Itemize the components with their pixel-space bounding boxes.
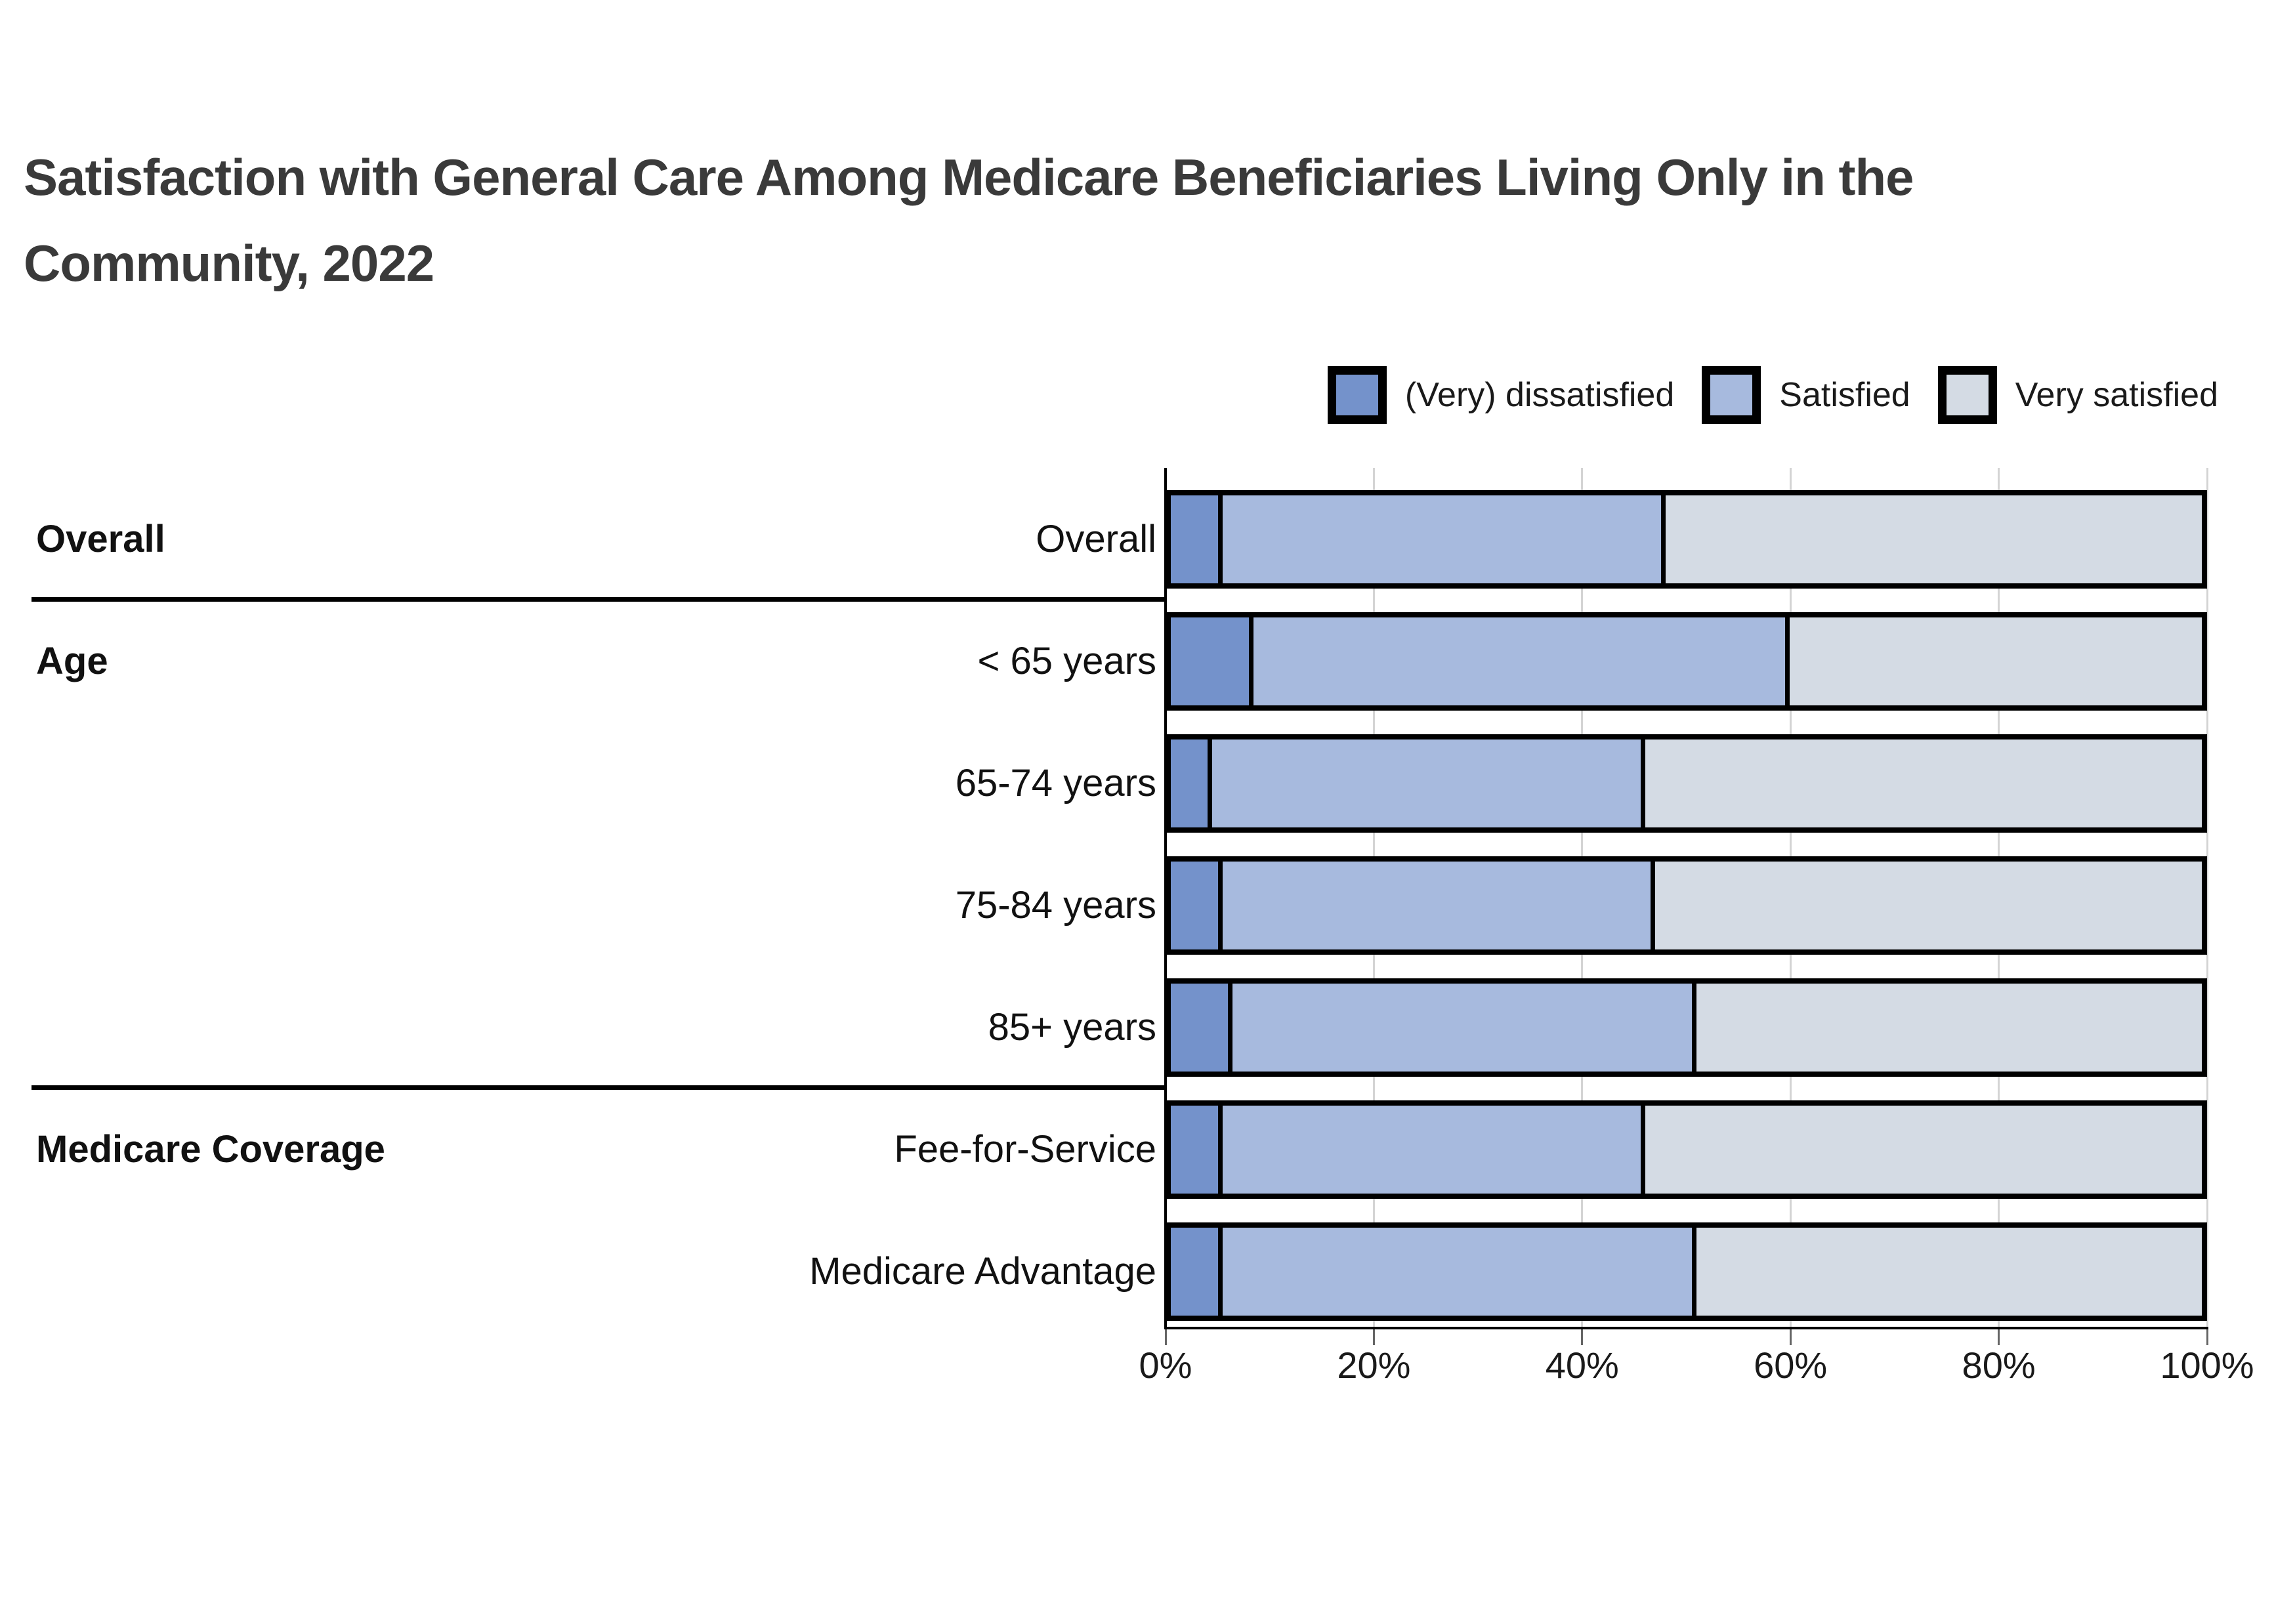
bar-segment <box>1171 1106 1223 1194</box>
bar-row <box>1166 978 2207 1077</box>
row-label: 85+ years <box>988 1006 1156 1049</box>
legend-swatch-icon <box>1937 366 1997 424</box>
section-label: Overall <box>36 518 165 560</box>
x-tick-label: 40% <box>1545 1344 1619 1386</box>
bar-segment <box>1171 1228 1223 1316</box>
bar-segment <box>1171 617 1253 705</box>
bar-segment <box>1222 1106 1645 1194</box>
bar-segment <box>1655 862 2202 949</box>
row-label: Fee-for-Service <box>894 1128 1156 1171</box>
section-divider <box>32 1085 1167 1090</box>
bar-row <box>1166 856 2207 955</box>
bar-segment <box>1171 984 1233 1072</box>
chart-title-line1: Satisfaction with General Care Among Med… <box>24 148 1914 206</box>
axis-tick <box>1789 1327 1792 1345</box>
legend-item: (Very) dissatisfied <box>1327 366 1675 424</box>
row-label: < 65 years <box>977 640 1156 682</box>
axis-tick <box>1164 1327 1167 1345</box>
x-tick-label: 100% <box>2160 1344 2254 1386</box>
x-tick-label: 20% <box>1337 1344 1411 1386</box>
bar-segment <box>1222 1228 1697 1316</box>
section-label: Medicare Coverage <box>36 1128 385 1171</box>
bar-segment <box>1232 984 1697 1072</box>
legend-label: (Very) dissatisfied <box>1404 376 1675 414</box>
legend-label: Very satisfied <box>2015 376 2218 414</box>
x-tick-label: 60% <box>1754 1344 1828 1386</box>
section-label: Age <box>36 640 108 682</box>
legend-item: Satisfied <box>1702 366 1910 424</box>
row-label: Overall <box>1036 518 1156 560</box>
x-axis-line <box>1164 1327 2208 1329</box>
row-label: Medicare Advantage <box>809 1250 1156 1293</box>
bar-segment <box>1666 495 2202 583</box>
bar-row <box>1166 734 2207 833</box>
y-axis-line <box>1164 468 1167 1329</box>
legend-swatch-icon <box>1327 366 1387 424</box>
bar-segment <box>1645 739 2202 827</box>
axis-tick <box>1372 1327 1375 1345</box>
legend-label: Satisfied <box>1779 376 1910 414</box>
bar-row <box>1166 490 2207 589</box>
legend: (Very) dissatisfied Satisfied Very satisfi… <box>1327 362 2218 428</box>
axis-tick <box>2206 1327 2208 1345</box>
chart-title: Satisfaction with General Care Among Med… <box>24 135 2229 306</box>
axis-tick <box>1581 1327 1584 1345</box>
axis-tick <box>1998 1327 2000 1345</box>
bar-segment <box>1645 1106 2202 1194</box>
legend-swatch-icon <box>1702 366 1761 424</box>
bar-segment <box>1211 739 1645 827</box>
bar-row <box>1166 1222 2207 1321</box>
row-label: 65-74 years <box>955 762 1156 804</box>
row-label: 75-84 years <box>955 884 1156 927</box>
bar-segment <box>1253 617 1790 705</box>
bar-segment <box>1222 495 1666 583</box>
bar-segment <box>1171 495 1223 583</box>
section-divider <box>32 597 1167 602</box>
bar-row <box>1166 612 2207 711</box>
chart-title-line2: Community, 2022 <box>24 234 434 293</box>
bar-segment <box>1171 739 1212 827</box>
bar-segment <box>1222 862 1656 949</box>
bar-segment <box>1171 862 1223 949</box>
bar-segment <box>1696 984 2202 1072</box>
gridline <box>2206 468 2208 1327</box>
x-tick-label: 80% <box>1962 1344 2036 1386</box>
legend-item: Very satisfied <box>1937 366 2218 424</box>
bar-segment <box>1789 617 2202 705</box>
x-tick-label: 0% <box>1139 1344 1192 1386</box>
bar-segment <box>1696 1228 2202 1316</box>
bar-row <box>1166 1100 2207 1199</box>
